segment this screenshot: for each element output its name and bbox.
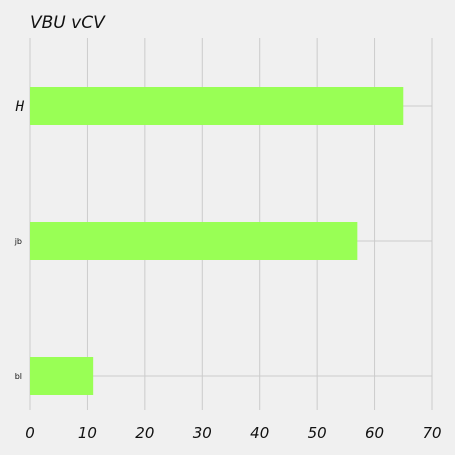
y-tick-label: H	[15, 99, 25, 115]
x-tick-label: 50	[308, 424, 327, 442]
x-tick-label: 10	[78, 424, 97, 442]
x-tick-label: 30	[193, 424, 212, 442]
bar-jb	[30, 222, 358, 260]
y-tick-label: bl	[15, 372, 22, 381]
x-tick-label: 60	[365, 424, 384, 442]
x-tick-label: 40	[250, 424, 269, 442]
x-tick-label: 20	[135, 424, 154, 442]
bar-bl	[30, 357, 94, 395]
bars	[30, 87, 404, 395]
x-tick-label: 0	[25, 424, 35, 442]
y-axis-ticks: Hjb bl	[14, 99, 25, 381]
x-tick-label: 70	[422, 424, 441, 442]
bar-H	[30, 87, 404, 125]
x-axis-ticks: 0 10 20 30 40 50 60 70	[25, 424, 441, 442]
chart-title: VBU vCV	[30, 13, 106, 33]
y-tick-label: jb	[14, 237, 22, 246]
